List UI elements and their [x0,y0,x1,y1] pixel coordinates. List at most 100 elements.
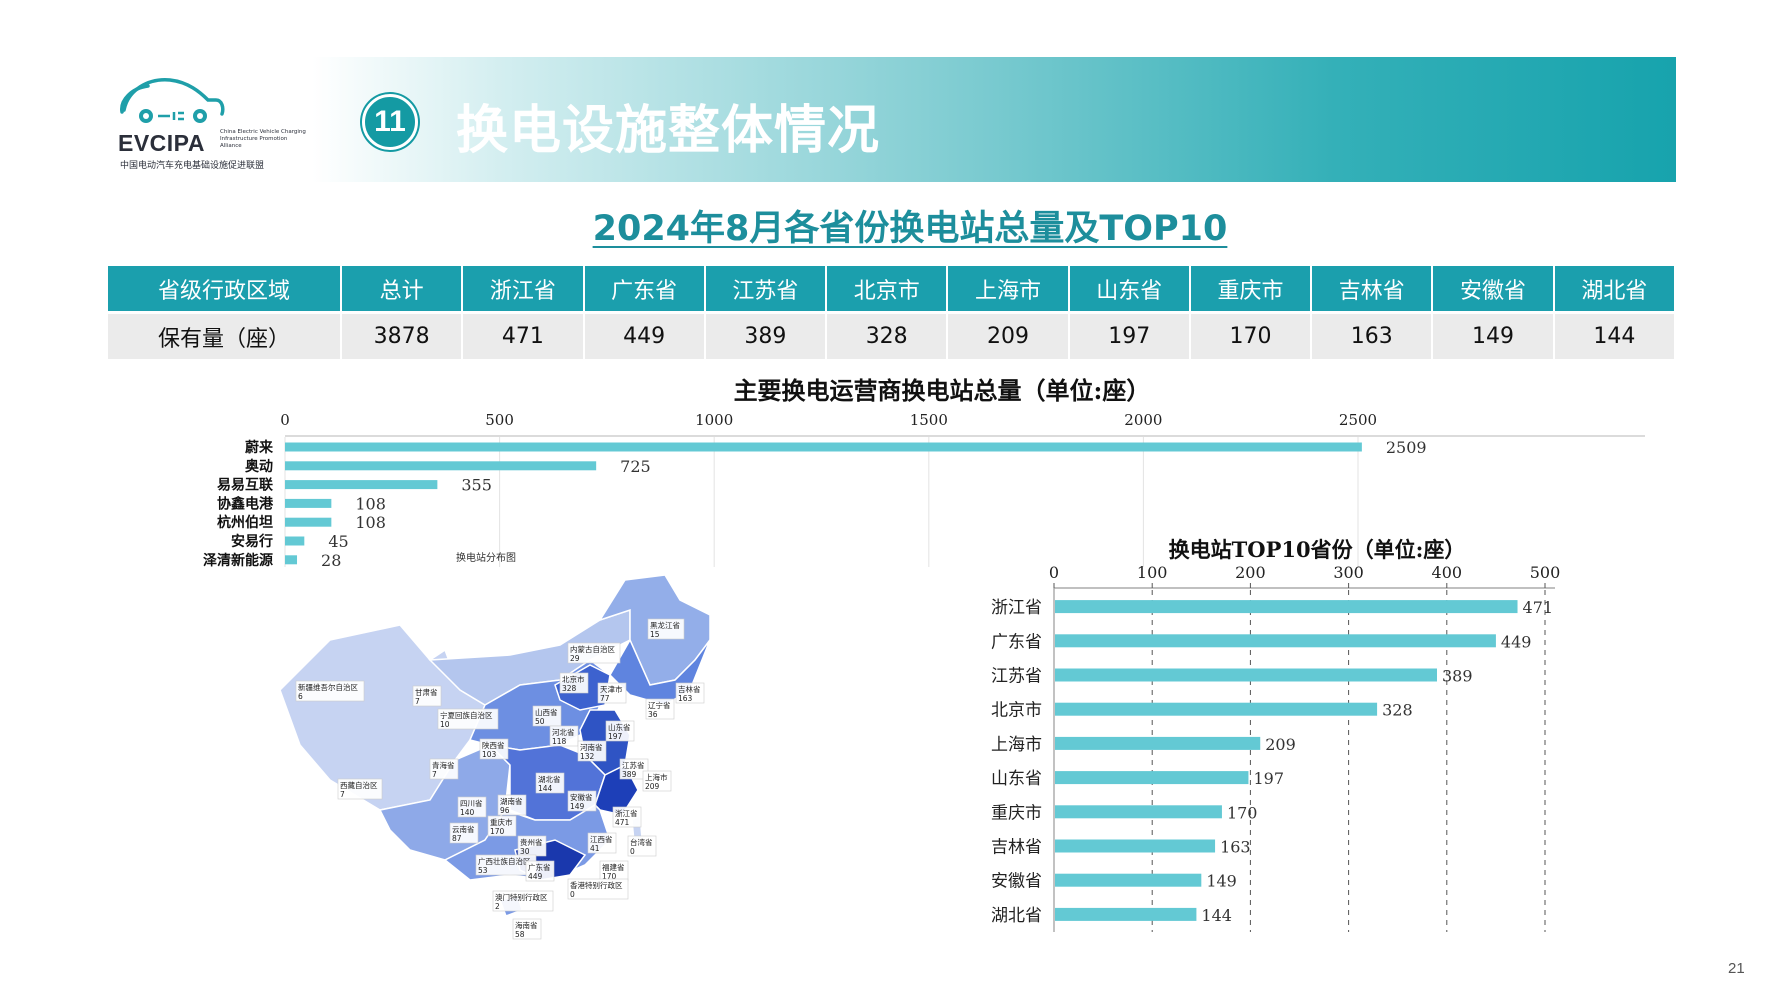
bar [285,536,305,546]
table-header-cell: 山东省 [1068,266,1191,314]
map-label-box [457,796,487,818]
map-label-box [645,698,675,720]
table-value-cell: 3878 [341,312,464,359]
table-value-cell: 389 [704,312,828,359]
section-banner [312,57,1676,182]
map-label-name: 湖北省 [538,774,561,784]
tick-label: 400 [1432,563,1463,582]
map-label-value: 41 [590,844,600,853]
map-label-value: 209 [645,782,660,791]
map-label-box [497,794,527,816]
table-value-cell: 471 [462,312,585,359]
category-label: 易易互联 [217,478,274,494]
table-value-cell: 149 [1432,312,1555,359]
map-label-value: 87 [452,834,462,843]
map-label-name: 台湾省 [630,837,653,847]
tick-label: 500 [485,411,514,429]
table-value-cell: 163 [1311,312,1434,359]
map-label-value: 389 [622,770,637,779]
data-label: 45 [328,532,348,551]
top10-province-bar-chart: 换电站TOP10省份（单位:座） 0 100 200 300 400 500 浙江省 471 广东… [991,537,1561,932]
table-header-cell: 广东省 [583,266,706,314]
category-label: 北京市 [991,701,1042,721]
map-label-name: 广东省 [528,862,551,872]
map-label-value: 328 [562,684,577,693]
map-label-name: 山西省 [535,707,558,717]
table-header-cell: 吉林省 [1311,266,1434,314]
data-label: 108 [355,494,386,513]
map-label-box [437,708,499,730]
map-label-name: 青海省 [432,760,455,770]
map-label-value: 15 [650,630,660,639]
table-value-cell: 170 [1189,312,1313,359]
map-label-name: 西藏自治区 [340,780,378,790]
logo-wordmark: EVCIPA [118,130,205,156]
data-label: 197 [1253,769,1284,788]
map-label-value: 50 [535,717,545,726]
category-label: 江苏省 [991,667,1042,687]
bar [1055,668,1437,682]
map-label-name: 辽宁省 [648,700,671,710]
data-label: 389 [1442,667,1473,686]
data-label: 163 [1220,838,1251,857]
tick-label: 500 [1530,563,1561,582]
map-label-box [612,806,642,828]
map-label-name: 江苏省 [622,760,645,770]
table-value-cell: 197 [1068,312,1191,359]
map-label-box [559,672,589,694]
bar [285,442,1362,452]
map-label-name: 黑龙江省 [650,620,680,630]
bar [1055,771,1249,785]
section-number-badge: 11 [362,94,418,150]
data-label: 28 [321,551,341,570]
category-label: 吉林省 [991,838,1042,858]
map-label-name: 甘肃省 [415,687,438,697]
category-label: 蔚来 [245,439,274,456]
category-label: 山东省 [991,769,1042,789]
data-label: 2509 [1386,438,1427,457]
map-label-value: 36 [648,710,658,719]
table-value-cell: 328 [826,312,949,359]
category-label: 上海市 [991,735,1042,755]
map-label-value: 6 [298,692,303,701]
tick-label: 0 [280,411,290,429]
province-summary-table: 省级行政区域 总计 浙江省 广东省 江苏省 北京市 上海市 山东省 重庆市 吉林省 安徽省 湖北省 … [108,266,1677,359]
evcipa-logo [120,78,225,123]
bar [1055,839,1216,853]
map-label-value: 58 [515,930,525,939]
map-label-box [567,642,621,664]
map-label-box [412,685,442,707]
map-label-name: 福建省 [602,862,625,872]
map-label-value: 163 [678,694,693,703]
map-label-value: 0 [630,847,635,856]
map-label-box [567,790,597,812]
section-title: 换电设施整体情况 [456,101,881,161]
map-label-value: 77 [600,694,610,703]
chart-title: 换电站TOP10省份（单位:座） [1169,537,1466,562]
map-label-value: 197 [608,732,623,741]
table-value-cell: 144 [1553,312,1677,359]
map-label-box [627,835,657,857]
category-label: 广东省 [991,632,1042,652]
table-row-label-value: 保有量（座） [108,312,342,359]
map-label-box [642,770,672,792]
logo-chinese-name: 中国电动汽车充电基础设施促进联盟 [120,161,265,171]
bar [1055,634,1496,648]
map-label-value: 170 [490,827,505,836]
tick-label: 300 [1333,563,1364,582]
